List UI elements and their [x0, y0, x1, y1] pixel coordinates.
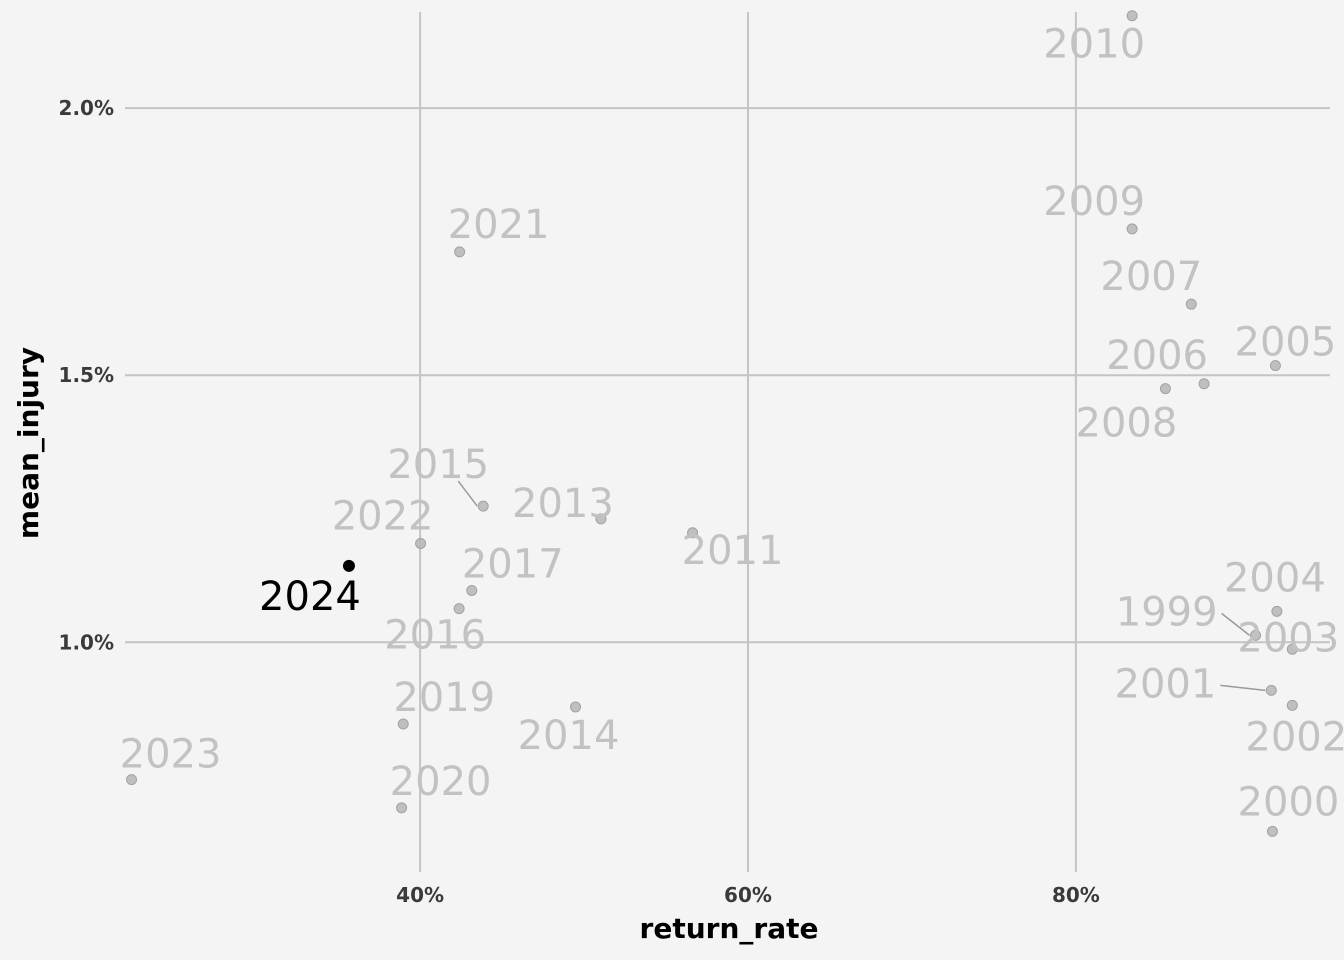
point-label-2003: 2003 — [1237, 615, 1339, 661]
data-point-2000 — [1266, 825, 1278, 837]
point-label-2022: 2022 — [332, 493, 434, 539]
leader-line-2001 — [1220, 684, 1266, 692]
point-label-2008: 2008 — [1076, 401, 1178, 447]
point-label-2017: 2017 — [462, 541, 564, 587]
data-points — [126, 10, 1298, 837]
data-point-2021 — [454, 246, 466, 258]
data-point-2009 — [1126, 223, 1138, 235]
point-label-2015: 2015 — [387, 442, 489, 488]
point-label-2009: 2009 — [1043, 179, 1145, 225]
leader-line-1999 — [1221, 612, 1251, 636]
data-point-2013 — [595, 513, 607, 525]
point-label-2007: 2007 — [1100, 254, 1202, 300]
point-label-2020: 2020 — [390, 759, 492, 805]
point-label-2004: 2004 — [1224, 555, 1326, 601]
y-axis-title: mean_injury — [12, 347, 45, 539]
data-point-2019 — [397, 718, 409, 730]
y-tick-label: 1.5% — [59, 363, 114, 387]
point-label-1999: 1999 — [1116, 589, 1218, 635]
point-label-2006: 2006 — [1106, 333, 1208, 379]
x-tick-label: 60% — [724, 883, 772, 907]
point-label-2014: 2014 — [518, 713, 620, 759]
data-point-2008 — [1159, 383, 1171, 395]
data-point-2022 — [415, 537, 427, 549]
tick-labels: 40% 60% 80% 1.0% 1.5% 2.0% — [59, 96, 1100, 907]
point-label-2001: 2001 — [1115, 661, 1217, 707]
data-point-2004 — [1271, 605, 1283, 617]
point-label-2016: 2016 — [384, 613, 486, 659]
point-label-2005: 2005 — [1235, 320, 1337, 366]
point-label-2011: 2011 — [682, 528, 784, 574]
point-label-2023: 2023 — [120, 732, 222, 778]
point-label-2002: 2002 — [1245, 714, 1344, 760]
data-point-2015 — [477, 500, 489, 512]
point-label-2010: 2010 — [1043, 22, 1145, 68]
leader-line-2015 — [457, 480, 478, 507]
data-point-2023 — [126, 774, 138, 786]
data-point-2002 — [1286, 699, 1298, 711]
data-point-1999 — [1250, 629, 1262, 641]
data-point-2016 — [453, 603, 465, 615]
data-point-2007 — [1185, 298, 1197, 310]
data-point-2017 — [466, 584, 478, 596]
data-point-2006 — [1198, 378, 1210, 390]
point-label-2019: 2019 — [393, 675, 495, 721]
point-labels: 1999 2000 2001 2002 2003 2004 2005 2006 2007 2008… — [120, 22, 1344, 826]
label-leader-lines — [457, 480, 1266, 692]
point-label-2024: 2024 — [259, 574, 361, 620]
y-tick-label: 1.0% — [59, 630, 114, 654]
data-point-2011 — [687, 527, 699, 539]
data-point-2003 — [1286, 643, 1298, 655]
x-tick-label: 80% — [1052, 883, 1100, 907]
point-label-2000: 2000 — [1238, 779, 1340, 825]
point-label-2013: 2013 — [512, 481, 614, 527]
point-label-2021: 2021 — [448, 202, 550, 248]
y-tick-label: 2.0% — [59, 96, 114, 120]
x-axis-title: return_rate — [640, 912, 819, 945]
data-point-2010 — [1126, 10, 1138, 22]
x-tick-label: 40% — [396, 883, 444, 907]
data-point-2001 — [1265, 684, 1277, 696]
data-point-2024 — [342, 559, 355, 572]
grid-lines — [125, 12, 1330, 872]
data-point-2005 — [1269, 360, 1281, 372]
data-point-2014 — [570, 701, 582, 713]
data-point-2020 — [396, 802, 408, 814]
